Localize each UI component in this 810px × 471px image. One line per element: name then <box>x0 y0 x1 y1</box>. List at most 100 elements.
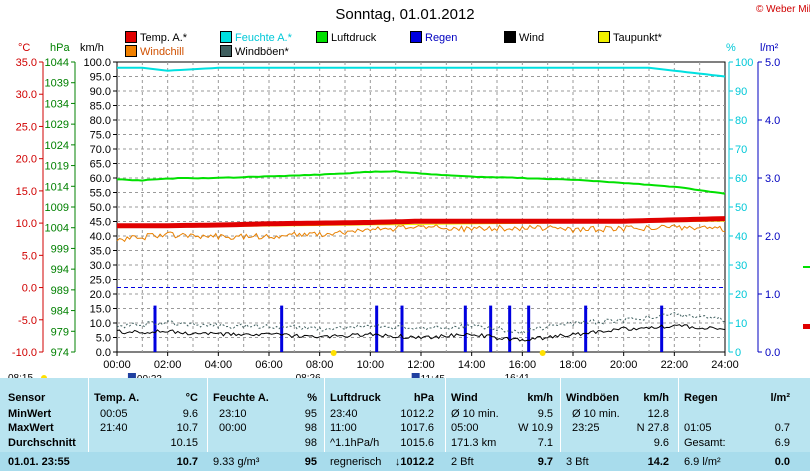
table-divider <box>560 378 561 471</box>
table-row-label: Durchschnitt <box>8 437 76 449</box>
legend-label: Windböen* <box>235 46 289 58</box>
table-cell-label: 11:00 <box>330 422 357 434</box>
humidity-tick-label: 30 <box>735 260 747 272</box>
table-cell-label: 23:25 <box>572 422 600 434</box>
table-cell-value: 12.8 <box>647 408 669 420</box>
legend-swatch <box>220 45 232 57</box>
left-marker-label: 08:15 <box>8 373 33 378</box>
table-cell-label: 23:40 <box>330 408 358 420</box>
table-cell-label: 21:40 <box>100 422 128 434</box>
table-header: Windböen <box>566 392 620 404</box>
x-tick-label: 10:00 <box>357 359 385 371</box>
table-row-label: MinWert <box>8 408 52 420</box>
table-cell-label: 23:10 <box>219 408 247 420</box>
legend-item: Windböen* <box>220 45 289 58</box>
table-cell-value: ↓1012.2 <box>394 456 434 468</box>
table-cell-label: regnerisch <box>330 456 382 468</box>
x-tick-label: 12:00 <box>407 359 435 371</box>
series-wind <box>116 324 726 342</box>
legend-swatch <box>598 31 610 43</box>
sunrise-label: 08:26 <box>296 373 321 378</box>
table-cell-label: 00:05 <box>100 408 128 420</box>
pressure-tick-label: 974 <box>51 347 69 359</box>
wind-tick-label: 30.0 <box>90 260 111 272</box>
humidity-tick-label: 40 <box>735 231 747 243</box>
table-cell-label: 3 Bft <box>566 456 589 468</box>
pressure-tick-label: 1039 <box>45 78 69 90</box>
copyright-text: © Weber Mike <box>756 4 810 15</box>
x-tick-label: 14:00 <box>458 359 486 371</box>
table-cell-value: 1017.6 <box>400 422 434 434</box>
legend-swatch <box>220 31 232 43</box>
chart-title: Sonntag, 01.01.2012 <box>335 6 475 23</box>
legend-swatch <box>504 31 516 43</box>
rain-tick-label: 1.0 <box>765 289 780 301</box>
table-cell-value: 9.6 <box>653 437 669 449</box>
weather-chart: 100.095.090.085.080.075.070.065.060.055.… <box>8 57 810 378</box>
moonset-label: 00:33 <box>137 374 162 378</box>
table-divider <box>678 378 679 471</box>
wind-tick-label: 35.0 <box>90 246 111 258</box>
pressure-tick-label: 1024 <box>45 140 69 152</box>
legend-item: Windchill <box>125 45 184 58</box>
wind-tick-label: 15.0 <box>90 304 111 316</box>
table-header: Luftdruck <box>330 392 381 404</box>
wind-tick-label: 0.0 <box>96 347 111 359</box>
table-cell-value: 9.7 <box>537 456 553 468</box>
moonrise-label: 11:45 <box>421 374 446 378</box>
humidity-tick-label: 10 <box>735 318 747 330</box>
rain-bar <box>584 305 588 352</box>
table-cell-value: 10.7 <box>176 422 198 434</box>
pressure-tick-label: 1044 <box>45 57 69 69</box>
temp-tick-label: 20.0 <box>16 154 37 166</box>
pressure-tick-label: 984 <box>51 306 69 318</box>
legend-label: Temp. A.* <box>140 32 188 44</box>
table-cell-value: 14.2 <box>647 456 669 468</box>
rain-tick-label: 2.0 <box>765 231 780 243</box>
legend: Temp. A.* Feuchte A.* Luftdruck Regen Wind Ta… <box>0 0 810 60</box>
table-cell-value: 9.6 <box>182 408 198 420</box>
table-header-unit: % <box>307 392 317 404</box>
table-cell-value: 1015.6 <box>400 437 434 449</box>
wind-tick-label: 10.0 <box>90 318 111 330</box>
table-cell-value: 10.15 <box>170 437 198 449</box>
rain-bar <box>153 305 157 352</box>
humidity-tick-label: 70 <box>735 144 747 156</box>
series-windchill <box>116 223 726 243</box>
legend-swatch <box>125 45 137 57</box>
pressure-tick-label: 1014 <box>45 181 69 193</box>
edge-press-mark <box>803 266 810 268</box>
x-tick-label: 18:00 <box>559 359 587 371</box>
table-cell-label: 171.3 km <box>451 437 497 449</box>
humidity-tick-label: 0 <box>735 347 741 359</box>
temp-tick-label: 35.0 <box>16 57 37 69</box>
table-cell-value: 7.1 <box>537 437 553 449</box>
humidity-tick-label: 100 <box>735 57 753 69</box>
wind-tick-label: 55.0 <box>90 188 111 200</box>
stats-table: Sensor Temp. A. °C Feuchte A.% Luftdruck hPa W… <box>0 378 810 471</box>
unit-wind: km/h <box>80 42 104 54</box>
x-tick-label: 04:00 <box>205 359 233 371</box>
table-cell-label: Ø 10 min. <box>572 408 620 420</box>
series-temp <box>117 216 726 229</box>
humidity-tick-label: 90 <box>735 86 747 98</box>
legend-label: Wind <box>519 32 545 44</box>
temp-tick-label: -10.0 <box>12 347 37 359</box>
table-header: Wind <box>451 392 478 404</box>
wind-tick-label: 5.0 <box>96 333 111 345</box>
sun-icon <box>41 375 47 378</box>
legend-swatch <box>125 31 137 43</box>
table-cell-label: 05:00 <box>451 422 479 434</box>
x-tick-label: 24:00 <box>711 359 739 371</box>
wind-tick-label: 65.0 <box>90 159 111 171</box>
wind-tick-label: 95.0 <box>90 72 111 84</box>
legend-label: Windchill <box>140 46 185 58</box>
legend-item: Wind <box>504 31 544 44</box>
unit-rain: l/m² <box>760 42 779 54</box>
table-current-row <box>0 452 810 471</box>
wind-tick-label: 40.0 <box>90 231 111 243</box>
table-cell-value: 6.9 <box>774 437 790 449</box>
table-cell-label: ^1.1hPa/h <box>330 437 380 449</box>
legend-label: Regen <box>425 32 458 44</box>
legend-item: Luftdruck <box>316 31 376 44</box>
